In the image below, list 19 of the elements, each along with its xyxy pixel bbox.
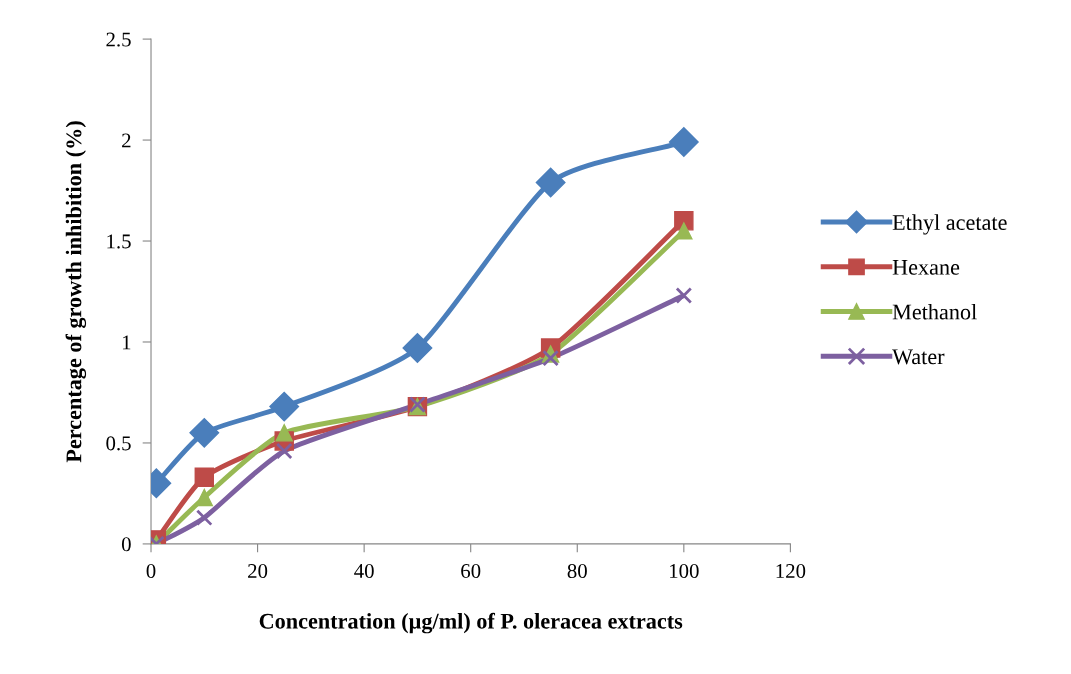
y-axis-title: Percentage of growth inhibition (%) [65, 121, 87, 463]
x-tick-label: 20 [248, 563, 268, 579]
y-tick-label: 2.5 [106, 32, 131, 47]
legend-label: Water [892, 349, 945, 365]
legend-label: Ethyl acetate [892, 214, 1007, 235]
y-tick-label: 1.5 [107, 234, 131, 249]
legend-label: Hexane [892, 260, 960, 275]
legend-label: Methanol [892, 303, 977, 320]
y-tick-label: 1 [122, 335, 131, 350]
x-tick-label: 120 [776, 563, 806, 579]
x-tick-label: 80 [567, 563, 587, 579]
y-tick-label: 0.5 [106, 436, 131, 451]
x-tick-label: 40 [354, 563, 374, 579]
y-tick-label: 2 [122, 133, 131, 148]
x-axis-title: Concentration (µg/ml) of P. oleracea extracts [259, 612, 683, 634]
x-tick-label: 60 [461, 563, 481, 579]
x-tick-label: 0 [146, 563, 156, 579]
x-tick-label: 100 [670, 563, 699, 579]
y-tick-label: 0 [121, 537, 131, 552]
